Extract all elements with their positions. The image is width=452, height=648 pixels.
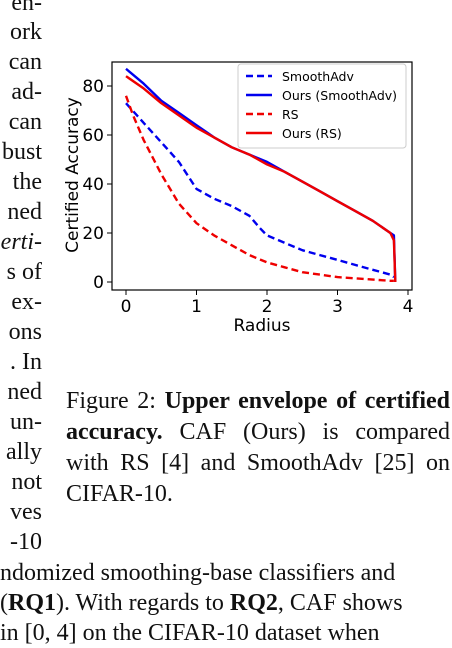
legend-label: Ours (SmoothAdv) [282,88,397,103]
x-tick-label: 0 [121,297,132,317]
y-tick-label: 80 [82,77,104,97]
body-fragment: can [8,109,42,135]
body-fragment: ons [8,319,42,345]
series-line-ours-rs [125,75,397,283]
body-text: in [0, 4] on the CIFAR-10 dataset when [0,620,380,646]
body-text: ndomized smoothing-base classifiers and [0,560,396,586]
chart-legend: SmoothAdv Ours (SmoothAdv) RS Ours (RS) [237,63,407,149]
body-fragment: ned [7,379,42,405]
y-tick-label: 20 [82,224,104,244]
body-fragment: un- [10,409,42,435]
x-tick-label: 2 [262,297,273,317]
legend-box [237,63,407,149]
figure-title: Upper envelope of certified accuracy. [66,388,451,445]
body-line-2: (RQ1). With regards to RQ2, CAF shows [0,588,452,618]
body-fragment: ex- [11,289,42,315]
body-fragment: can [8,49,42,75]
legend-label: SmoothAdv [282,69,354,84]
body-fragment: s of [6,259,42,285]
body-bold: RQ2 [229,590,278,616]
series-line-rs [124,95,394,282]
body-fragment: . In [10,349,42,375]
plot-frame [111,61,413,291]
y-tick-label: 60 [82,126,104,146]
x-tick-label: 1 [191,297,202,317]
body-text: ( [0,590,8,616]
y-tick-label: 40 [82,175,104,195]
y-tick-label: 0 [93,273,104,293]
legend-label: RS [282,107,299,122]
body-fragment: bust [1,139,42,165]
body-fragment: ork [10,19,42,45]
body-line-1: ndomized smoothing-base classifiers and [0,558,452,588]
x-tick-label: 3 [332,297,343,317]
body-fragment: ad- [11,79,42,105]
body-fragment: ned [7,199,42,225]
body-fragment: erti- [0,229,42,255]
x-axis-label: Radius [233,316,290,336]
body-fragment: en- [11,0,42,16]
body-fragment: ves [10,499,42,525]
body-bold: RQ1 [8,590,56,616]
figure-label: Figure 2: [66,388,156,414]
series-line-smoothadv [125,102,395,279]
body-fragment: ally [6,439,42,465]
body-line-3: in [0, 4] on the CIFAR-10 dataset when [0,618,452,648]
figure-caption: Figure 2: Upper envelope of certified ac… [66,386,450,510]
legend-label: Ours (RS) [282,126,342,141]
body-fragment: -10 [10,529,42,555]
body-text: , CAF shows [277,590,403,616]
body-fragment: the [12,169,42,195]
body-text: ). With regards to [56,590,230,616]
x-tick-label: 4 [403,297,414,317]
figure-text: CAF (Ours) is compared with RS [4] and S… [66,419,451,507]
body-fragment: not [11,469,42,495]
y-axis-label: Certified Accuracy [63,97,83,253]
